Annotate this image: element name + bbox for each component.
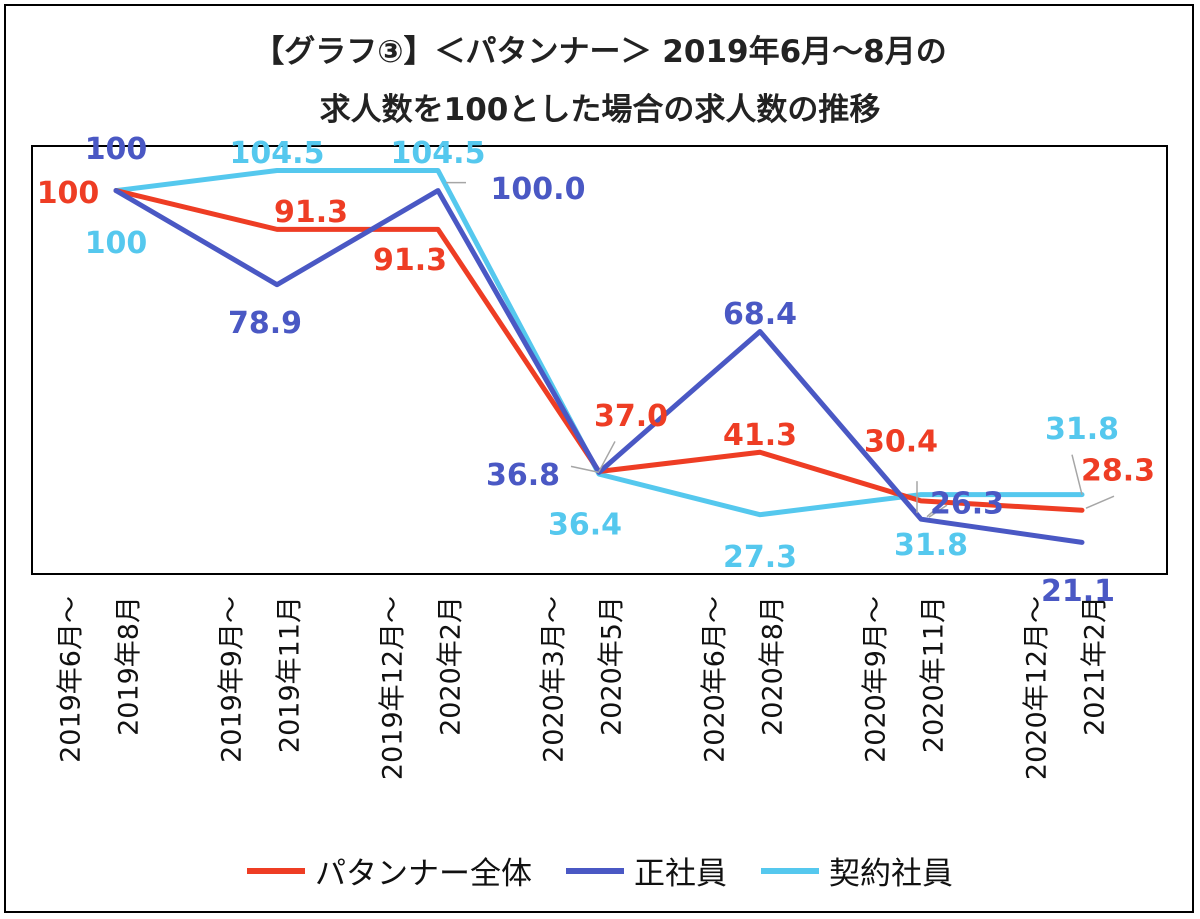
data-label-s1-6: 21.1	[1041, 574, 1115, 609]
x-tick-label-4-0: 2020年6月～	[700, 596, 731, 763]
data-label-s2-2: 104.5	[391, 136, 486, 171]
x-tick-label-3-1: 2020年5月	[597, 596, 628, 736]
data-label-s1-2: 100.0	[491, 172, 586, 207]
x-tick-label-5-0: 2020年9月～	[861, 596, 892, 763]
plot-area	[31, 145, 1168, 575]
data-label-s2-3: 36.4	[548, 508, 622, 543]
legend-swatch-fulltime	[566, 867, 624, 874]
x-tick-label-1-1: 2019年11月	[275, 596, 306, 753]
chart-frame	[4, 4, 1194, 913]
label-leader-5	[926, 502, 944, 518]
legend-label-contract: 契約社員	[829, 856, 953, 892]
data-label-s1-5: 26.3	[930, 487, 1004, 522]
data-label-s1-0: 100	[85, 132, 148, 167]
chart-title-line2: 求人数を100とした場合の求人数の推移	[319, 92, 881, 128]
x-tick-label-1-0: 2019年9月～	[217, 596, 248, 763]
legend-swatch-overall	[247, 867, 305, 874]
chart-legend: パタンナー全体 正社員 契約社員	[0, 848, 1200, 893]
x-tick-label-2-1: 2020年2月	[436, 596, 467, 736]
x-tick-label-4-1: 2020年8月	[758, 596, 789, 736]
legend-label-overall: パタンナー全体	[315, 856, 532, 892]
data-label-s1-1: 78.9	[228, 306, 302, 341]
data-label-s1-4: 68.4	[723, 297, 797, 332]
data-label-s0-0: 100	[37, 176, 100, 211]
data-label-s2-4: 27.3	[723, 540, 797, 575]
x-tick-label-0-1: 2019年8月	[114, 596, 145, 736]
data-label-s0-5: 30.4	[864, 424, 938, 459]
data-label-s2-1: 104.5	[230, 136, 325, 171]
legend-item-contract: 契約社員	[761, 848, 953, 893]
x-tick-label-2-0: 2019年12月～	[378, 596, 409, 780]
x-tick-label-3-0: 2020年3月～	[539, 596, 570, 763]
series-line-0	[113, 188, 1085, 513]
series-line-2	[113, 168, 1085, 518]
data-label-s0-4: 41.3	[723, 418, 797, 453]
label-leader-6	[1085, 495, 1115, 509]
legend-swatch-contract	[761, 867, 819, 874]
x-tick-label-5-1: 2020年11月	[919, 596, 950, 753]
x-tick-label-6-1: 2021年2月	[1080, 596, 1111, 736]
label-leader-2	[570, 465, 600, 474]
data-label-s1-3: 36.8	[486, 458, 560, 493]
data-label-s2-6: 31.8	[1045, 412, 1119, 447]
data-label-s0-3: 37.0	[594, 399, 668, 434]
legend-item-fulltime: 正社員	[566, 848, 727, 893]
chart-title-line1: 【グラフ③】＜パタンナー＞ 2019年6月～8月の	[253, 34, 947, 70]
legend-label-fulltime: 正社員	[634, 856, 727, 892]
label-leader-1	[598, 441, 616, 472]
label-leader-4	[928, 504, 948, 518]
data-label-s0-6: 28.3	[1081, 454, 1155, 489]
data-label-s2-5: 31.8	[894, 528, 968, 563]
data-label-s2-0: 100	[85, 226, 148, 261]
x-tick-label-0-0: 2019年6月～	[56, 596, 87, 763]
data-label-s0-2: 91.3	[373, 243, 447, 278]
data-label-s0-1: 91.3	[274, 195, 348, 230]
legend-item-overall: パタンナー全体	[247, 848, 532, 893]
label-leader-7	[1071, 454, 1083, 495]
x-tick-label-6-0: 2020年12月～	[1022, 596, 1053, 780]
